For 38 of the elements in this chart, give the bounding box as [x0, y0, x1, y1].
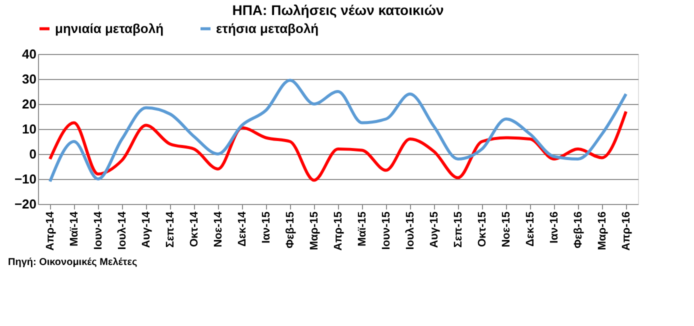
x-tick-label: Οκτ-14 [188, 210, 200, 247]
x-tick-label: Ιουλ-14 [116, 210, 128, 250]
y-tick-label: 10 [22, 122, 36, 136]
x-tick-label: Φεβ-15 [284, 212, 296, 248]
y-tick-label: 40 [22, 46, 36, 62]
x-tick-label: Ιουλ-15 [404, 212, 416, 250]
x-tick-label: Δεκ-14 [236, 210, 248, 247]
chart-title: ΗΠΑ: Πωλήσεις νέων κατοικιών [232, 2, 444, 18]
legend-label: ετήσια μεταβολή [216, 20, 319, 36]
text: Πηγή: Οικονομικές Μελέτες [8, 257, 138, 268]
x-tick-label: Φεβ-16 [572, 212, 584, 248]
x-tick-label: Σεπ-15 [452, 212, 464, 248]
x-tick-label: Ιουν-14 [92, 210, 104, 250]
x-tick-label: Μαϊ-15 [356, 212, 368, 246]
x-tick-label: Δεκ-15 [524, 212, 536, 247]
x-tick-label: Ιαν-15 [260, 212, 272, 244]
y-tick-label: 20 [22, 96, 36, 112]
x-tick-label: Αυγ-15 [428, 212, 440, 248]
x-tick-label: Μαρ-16 [596, 212, 608, 250]
x-tick-label: Ιαν-16 [548, 212, 560, 244]
x-tick-label: Απρ-14 [44, 210, 56, 251]
y-tick-label: 30 [22, 72, 36, 86]
x-tick-label: Απρ-15 [332, 212, 344, 251]
legend-label: μηνιαία μεταβολή [55, 20, 164, 36]
x-tick-label: Οκτ-15 [476, 212, 488, 247]
x-tick-label: Μαρ-15 [308, 212, 320, 250]
x-tick-label: Ιουν-15 [380, 212, 392, 250]
x-tick-label: Αυγ-14 [140, 210, 152, 248]
line-series [48, 78, 628, 183]
x-tick-label: Νοε-14 [212, 210, 224, 248]
x-tick-label: Νοε-15 [500, 212, 512, 248]
y-tick-label: −10 [14, 172, 36, 186]
line-series [48, 110, 628, 182]
x-tick-label: Απρ-16 [620, 212, 632, 251]
x-tick-label: Μαϊ-14 [68, 210, 80, 246]
x-tick-label: Σεπ-14 [164, 210, 176, 248]
y-tick-label: 0 [29, 146, 36, 162]
y-tick-label: −20 [14, 196, 36, 212]
